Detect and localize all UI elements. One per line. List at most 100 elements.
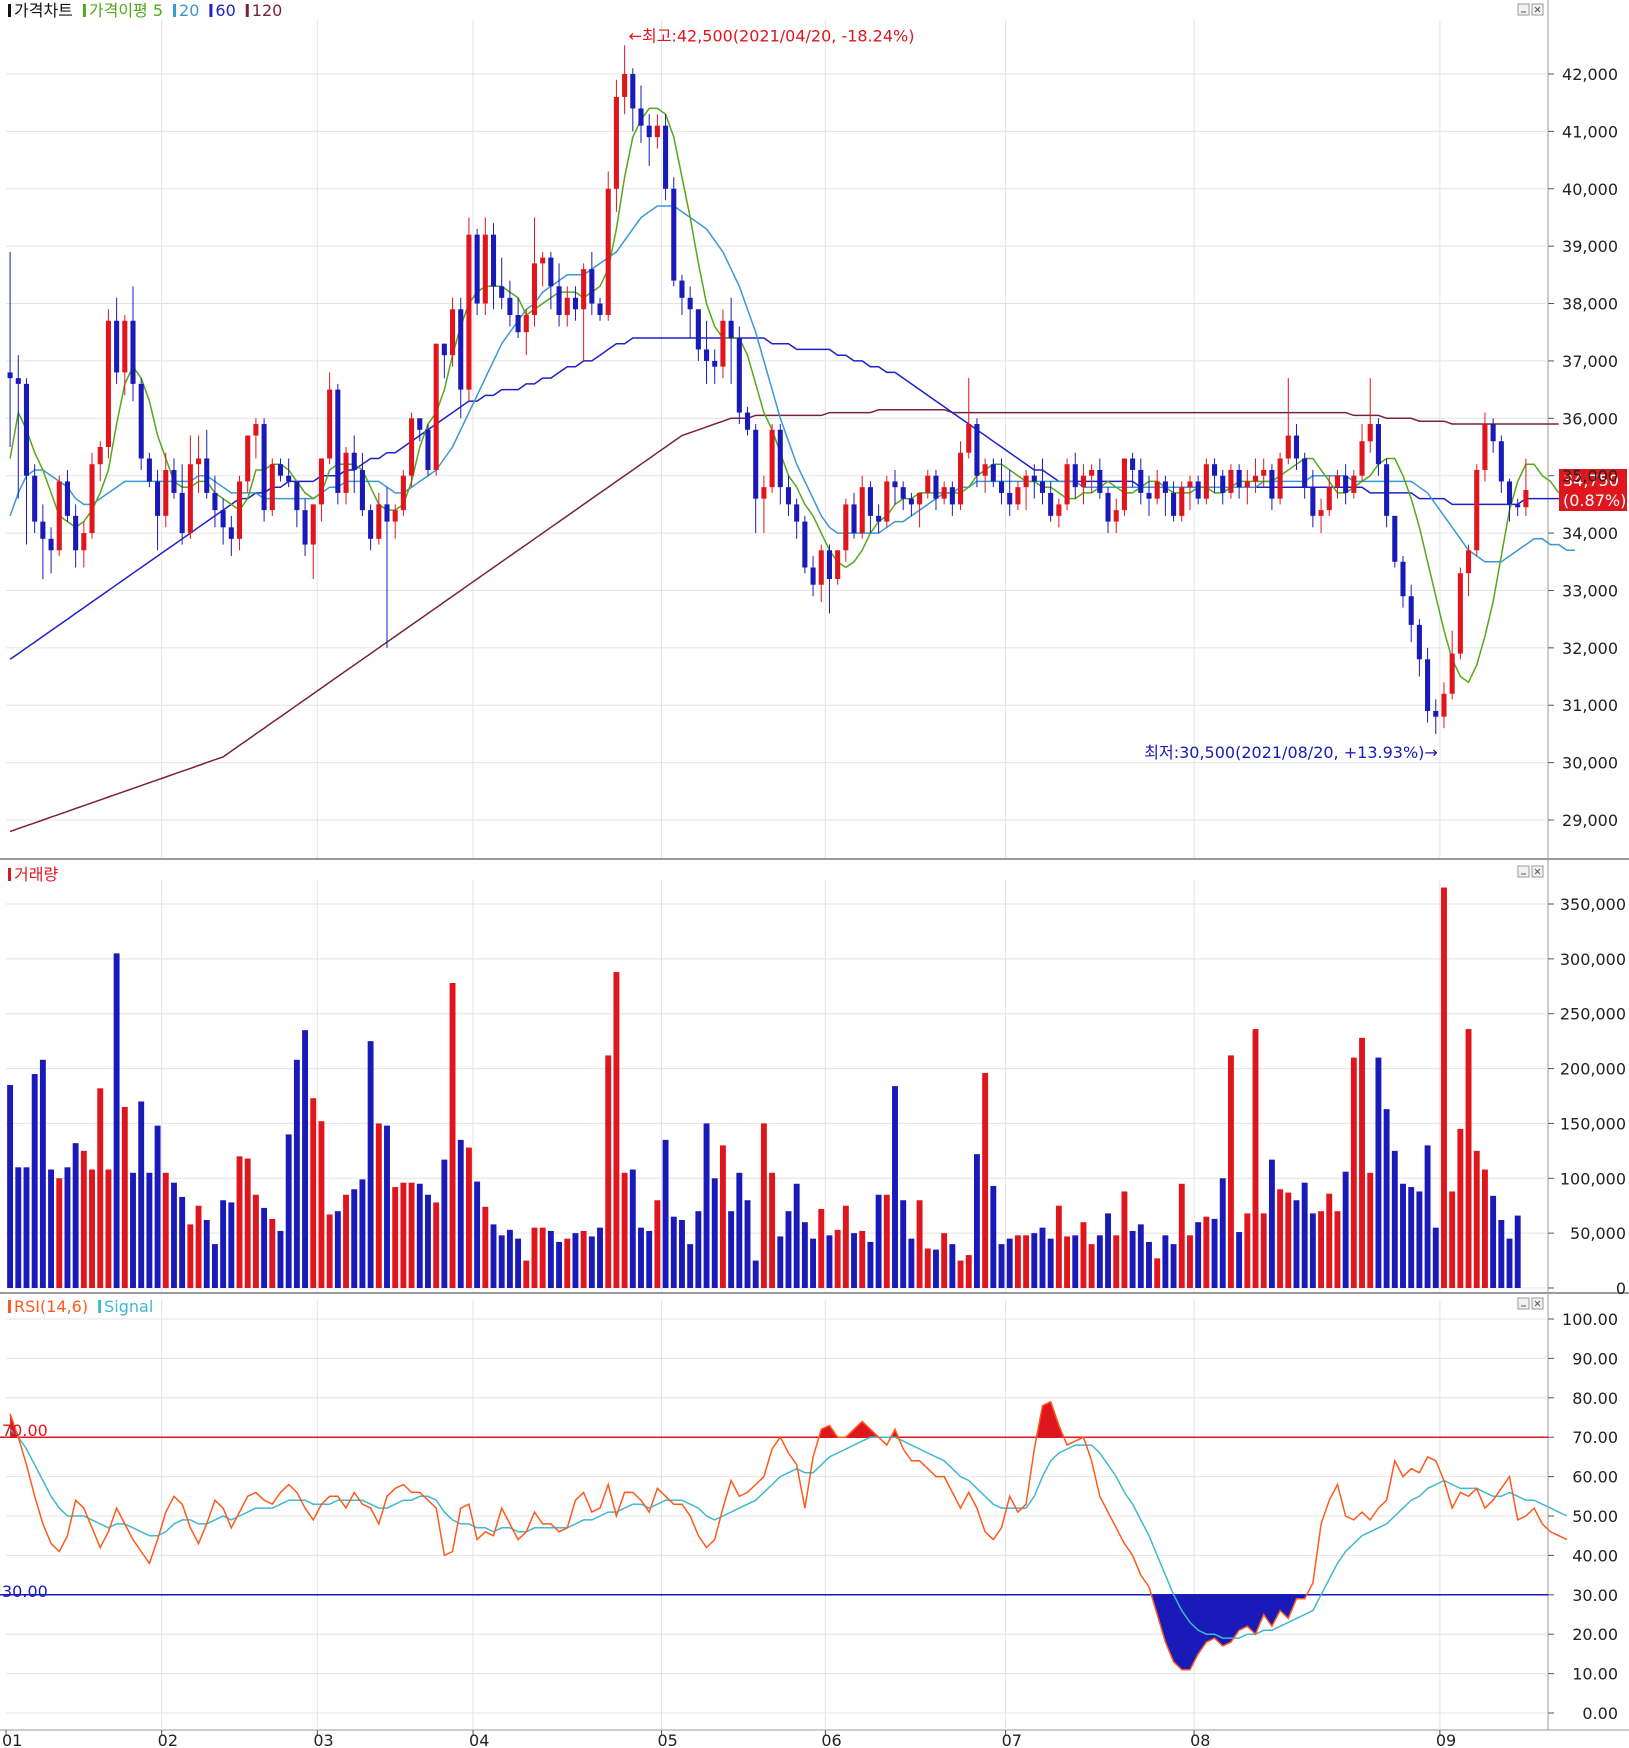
- volume-bar: [105, 1169, 112, 1288]
- volume-bar: [719, 1145, 726, 1288]
- volume-bar: [916, 1200, 923, 1288]
- candle-up: [81, 533, 87, 551]
- panel-buttons: [1517, 3, 1544, 1310]
- volume-bar: [572, 1233, 579, 1288]
- volume-bar: [310, 1098, 317, 1288]
- volume-bar: [1490, 1195, 1497, 1288]
- candle-up: [163, 469, 169, 516]
- volume-bar: [457, 1139, 464, 1288]
- candle-down: [1506, 481, 1513, 505]
- candle-down: [990, 464, 996, 482]
- volume-bar: [785, 1211, 792, 1288]
- candle-down: [679, 280, 685, 298]
- volume-bar: [556, 1241, 563, 1288]
- volume-bar: [752, 1260, 759, 1288]
- volume-bar: [1187, 1235, 1193, 1288]
- volume-bar: [285, 1134, 292, 1288]
- volume-bar: [924, 1248, 931, 1288]
- volume-bar: [146, 1172, 153, 1288]
- price-tick-label: 40,000: [1562, 180, 1618, 199]
- candle-down: [359, 469, 365, 511]
- volume-bar: [1072, 1235, 1079, 1288]
- volume-bar: [810, 1238, 817, 1288]
- candle-down: [728, 320, 734, 338]
- volume-bar: [318, 1121, 325, 1288]
- close-icon: [1534, 1300, 1541, 1307]
- price-legend-label: 60: [215, 1, 235, 20]
- candle-down: [1162, 481, 1168, 493]
- candle-down: [876, 515, 882, 522]
- volume-bar: [474, 1181, 481, 1288]
- volume-bar: [1391, 1150, 1398, 1288]
- price-tick-label: 31,000: [1562, 696, 1618, 715]
- candle-down: [212, 492, 218, 511]
- volume-bar: [1178, 1183, 1185, 1288]
- panel-minimize-button[interactable]: [1517, 865, 1530, 878]
- volume-bar: [375, 1123, 382, 1288]
- panel-minimize-button[interactable]: [1517, 1297, 1530, 1310]
- volume-bar: [801, 1222, 808, 1288]
- candle-down: [228, 527, 234, 539]
- rsi-threshold-lines: [0, 1436, 1548, 1596]
- candle-down: [1343, 475, 1349, 493]
- candle-up: [884, 481, 890, 522]
- volume-bar: [1309, 1213, 1316, 1288]
- volume-bar: [1154, 1258, 1161, 1288]
- rsi-legend-label: Signal: [104, 1297, 153, 1316]
- candle-up: [327, 389, 333, 459]
- x-tick-label: 03: [313, 1731, 333, 1748]
- panel-minimize-button[interactable]: [1517, 3, 1530, 16]
- candle-up: [1113, 510, 1119, 522]
- candle-down: [1039, 481, 1046, 493]
- candle-down: [1375, 424, 1381, 465]
- volume-bar: [1047, 1238, 1054, 1288]
- candle-up: [1056, 504, 1062, 516]
- candle-up: [581, 269, 587, 310]
- candle-up: [1187, 481, 1193, 488]
- rsi-tick-label: 100.00: [1562, 1310, 1618, 1329]
- volume-bar: [662, 1139, 669, 1288]
- volume-bar: [1498, 1219, 1505, 1288]
- candle-up: [318, 458, 324, 505]
- volume-bar: [1031, 1233, 1038, 1288]
- candle-up: [1089, 469, 1095, 476]
- volume-bar: [465, 1147, 472, 1288]
- volume-bar: [1268, 1159, 1275, 1288]
- rsi-tick-label: 60.00: [1572, 1468, 1618, 1487]
- high-price-label: ←최고:42,500(2021/04/20, -18.24%): [629, 26, 915, 45]
- candle-up: [1367, 424, 1373, 442]
- volume-bar: [736, 1172, 743, 1288]
- volume-bar: [1170, 1244, 1177, 1288]
- volume-bar: [1195, 1222, 1202, 1288]
- volume-bar: [1400, 1183, 1406, 1288]
- volume-bar: [654, 1200, 661, 1288]
- candle-up: [531, 263, 538, 316]
- rsi-tick-label: 50.00: [1572, 1507, 1618, 1526]
- candle-down: [1392, 515, 1398, 562]
- volume-bar: [777, 1236, 784, 1288]
- volume-bar: [56, 1178, 63, 1288]
- rsi-legend: RSI(14,6) Signal: [8, 1297, 153, 1316]
- candle-down: [1236, 469, 1242, 488]
- candle-down: [138, 383, 144, 459]
- candle-down: [1130, 458, 1136, 470]
- candle-up: [1326, 487, 1332, 511]
- candle-down: [32, 475, 38, 522]
- volume-bar: [72, 1143, 79, 1288]
- candle-up: [917, 492, 923, 505]
- price-tick-label: 39,000: [1562, 237, 1618, 256]
- candle-down: [277, 464, 284, 476]
- candle-down: [785, 487, 792, 505]
- candle-up: [253, 424, 259, 436]
- candle-down: [630, 74, 636, 109]
- x-tick-label: 04: [469, 1731, 489, 1748]
- price-candles: [7, 45, 1529, 734]
- volume-bar: [1350, 1057, 1357, 1288]
- price-annotations: ←최고:42,500(2021/04/20, -18.24%) 최저:30,50…: [629, 26, 1627, 762]
- volume-bar: [187, 1224, 194, 1288]
- volume-bar: [1359, 1037, 1365, 1288]
- rsi-line: [9, 1400, 1568, 1671]
- candle-up: [1154, 481, 1160, 499]
- rsi-tick-label: 10.00: [1572, 1665, 1618, 1684]
